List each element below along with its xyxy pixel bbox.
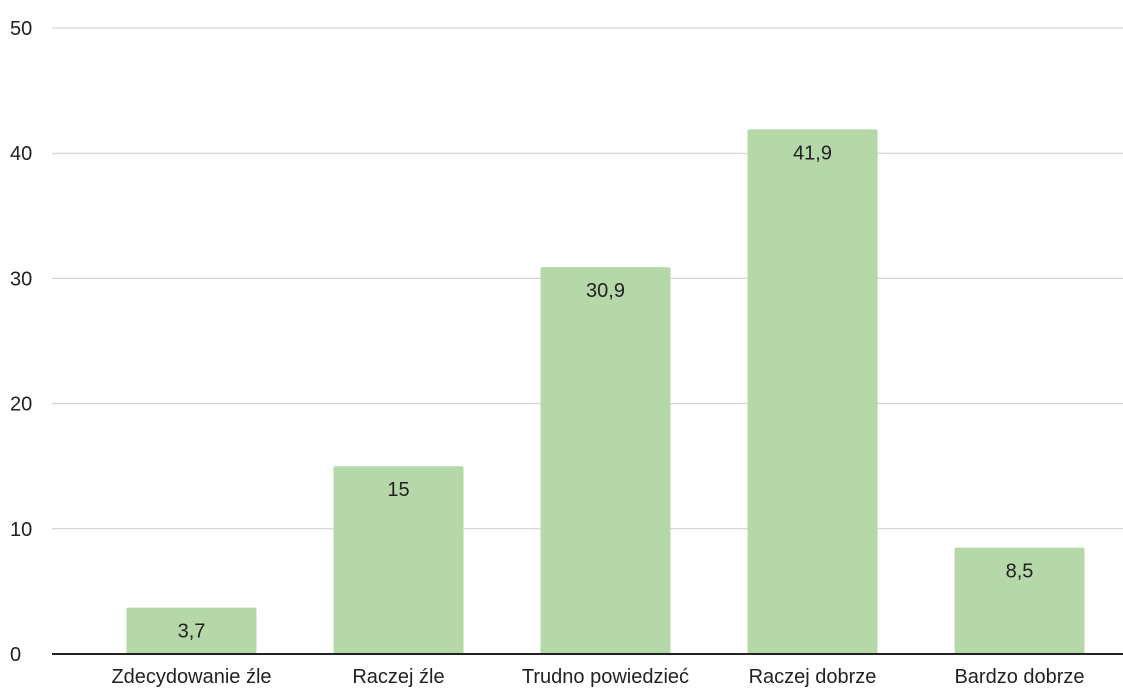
y-tick-label: 50 [10,18,32,40]
bar-data-label: 15 [387,479,409,501]
data-labels: 3,7 15 30,9 41,9 8,5 [178,142,1034,642]
bars [126,129,1085,655]
y-tick-label: 40 [10,143,32,165]
y-tick-label: 0 [10,644,21,666]
bar-data-label: 41,9 [793,142,832,164]
x-category-label: Trudno powiedzieć [522,666,689,688]
y-tick-label: 20 [10,394,32,416]
x-category-label: Bardzo dobrze [954,666,1084,688]
bar [333,466,464,654]
bar [954,547,1085,654]
y-axis-ticks: 0 10 20 30 40 50 [10,18,32,666]
bar-data-label: 8,5 [1006,561,1034,583]
y-tick-label: 10 [10,519,32,541]
y-tick-label: 30 [10,268,32,290]
bar [747,129,878,655]
x-axis-categories: Zdecydowanie źle Raczej źle Trudno powiedz… [111,666,1084,688]
x-category-label: Zdecydowanie źle [111,666,271,688]
bar [540,267,671,654]
x-category-label: Raczej dobrze [749,666,877,688]
bar-data-label: 30,9 [586,280,625,302]
bar [126,607,257,654]
bar-data-label: 3,7 [178,621,206,643]
x-category-label: Raczej źle [352,666,444,688]
